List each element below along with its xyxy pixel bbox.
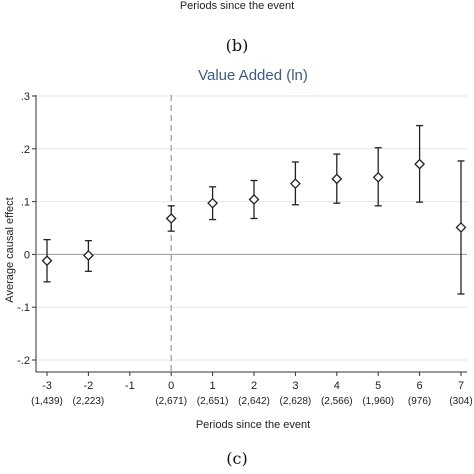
y-tick-label: .3 — [21, 91, 30, 103]
y-tick-label: .2 — [21, 144, 30, 156]
y-tick-label: -.1 — [17, 302, 30, 314]
y-tick-label: -.2 — [17, 355, 30, 367]
chart-title: Value Added (ln) — [198, 67, 308, 84]
x-tick-label: 4 — [334, 380, 340, 392]
x-count-label: (2,642) — [238, 396, 270, 407]
x-tick-label: 5 — [375, 380, 381, 392]
x-tick-label: -1 — [125, 380, 135, 392]
plot-area: .3 .2 .1 0 -.1 -.2 -3 (1,439) -2 (2,223) -1 0 (2,671… — [17, 91, 473, 407]
x-tick-label: 1 — [210, 380, 216, 392]
x-count-label: (976) — [408, 396, 431, 407]
x-tick-label: 7 — [458, 380, 464, 392]
x-count-label: (1,960) — [362, 396, 394, 407]
x-tick-label: 0 — [168, 380, 174, 392]
x-tick-label: 6 — [417, 380, 423, 392]
value-added-chart: Value Added (ln) Average causal effect P… — [4, 67, 473, 431]
point-estimate-marker — [372, 171, 384, 183]
point-estimate-marker — [289, 178, 301, 190]
x-count-label: (2,223) — [73, 396, 105, 407]
x-count-label: (2,628) — [280, 396, 312, 407]
x-tick-label: -2 — [84, 380, 94, 392]
point-estimate-marker — [82, 250, 94, 261]
x-count-label: (2,566) — [321, 396, 353, 407]
y-tick-label: 0 — [24, 249, 30, 261]
x-tick-label: 2 — [251, 380, 257, 392]
point-estimate-marker — [414, 158, 426, 170]
x-count-label: (2,671) — [155, 396, 187, 407]
point-estimate-marker — [165, 213, 177, 224]
x-count-label: (1,439) — [31, 396, 63, 407]
figure-caption-c: (c) — [226, 449, 248, 468]
y-tick-label: .1 — [21, 197, 30, 209]
point-estimate-marker — [331, 173, 343, 185]
x-count-label: (2,651) — [197, 396, 229, 407]
point-estimate-marker — [248, 194, 260, 205]
point-estimate-marker — [455, 222, 467, 233]
y-axis-label: Average causal effect — [4, 197, 16, 302]
top-panel-x-axis-label: Periods since the event — [179, 0, 295, 12]
x-tick-label: 3 — [292, 380, 298, 392]
x-count-label: (304) — [449, 396, 472, 407]
x-axis-label: Periods since the event — [196, 419, 310, 431]
point-estimate-marker — [41, 255, 53, 267]
figure-caption-b: (b) — [225, 36, 249, 55]
x-tick-label: -3 — [42, 380, 52, 392]
point-estimate-marker — [207, 197, 219, 209]
